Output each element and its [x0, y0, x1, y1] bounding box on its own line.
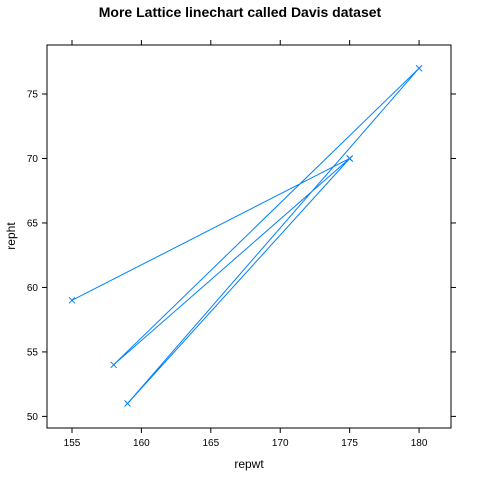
chart-title: More Lattice linechart called Davis data… [99, 4, 382, 20]
plot-frame [46, 44, 452, 429]
y-tick-label: 50 [27, 412, 39, 423]
series-line [71, 67, 420, 404]
x-tick-label: 170 [272, 438, 289, 449]
data-point-marker [124, 400, 131, 407]
data-point-marker [415, 64, 423, 72]
data-point-marker [346, 155, 354, 162]
y-axis: 50 55 60 65 70 75 [27, 90, 456, 423]
x-tick-label: 180 [411, 438, 428, 449]
x-tick-label: 160 [133, 438, 150, 449]
series-group [68, 64, 423, 407]
x-axis: 155 160 165 170 175 180 [64, 40, 428, 449]
x-tick-label: 165 [202, 438, 219, 449]
data-point-marker [68, 296, 76, 304]
y-axis-label: repht [4, 222, 18, 250]
y-tick-label: 75 [27, 90, 39, 101]
x-tick-label: 155 [64, 438, 81, 449]
x-axis-label: repwt [234, 457, 264, 471]
x-tick-label: 175 [341, 438, 358, 449]
data-point-marker [110, 361, 117, 369]
y-tick-label: 65 [27, 218, 39, 229]
y-tick-label: 70 [27, 154, 39, 165]
y-tick-label: 55 [27, 347, 39, 358]
y-tick-label: 60 [27, 283, 39, 294]
